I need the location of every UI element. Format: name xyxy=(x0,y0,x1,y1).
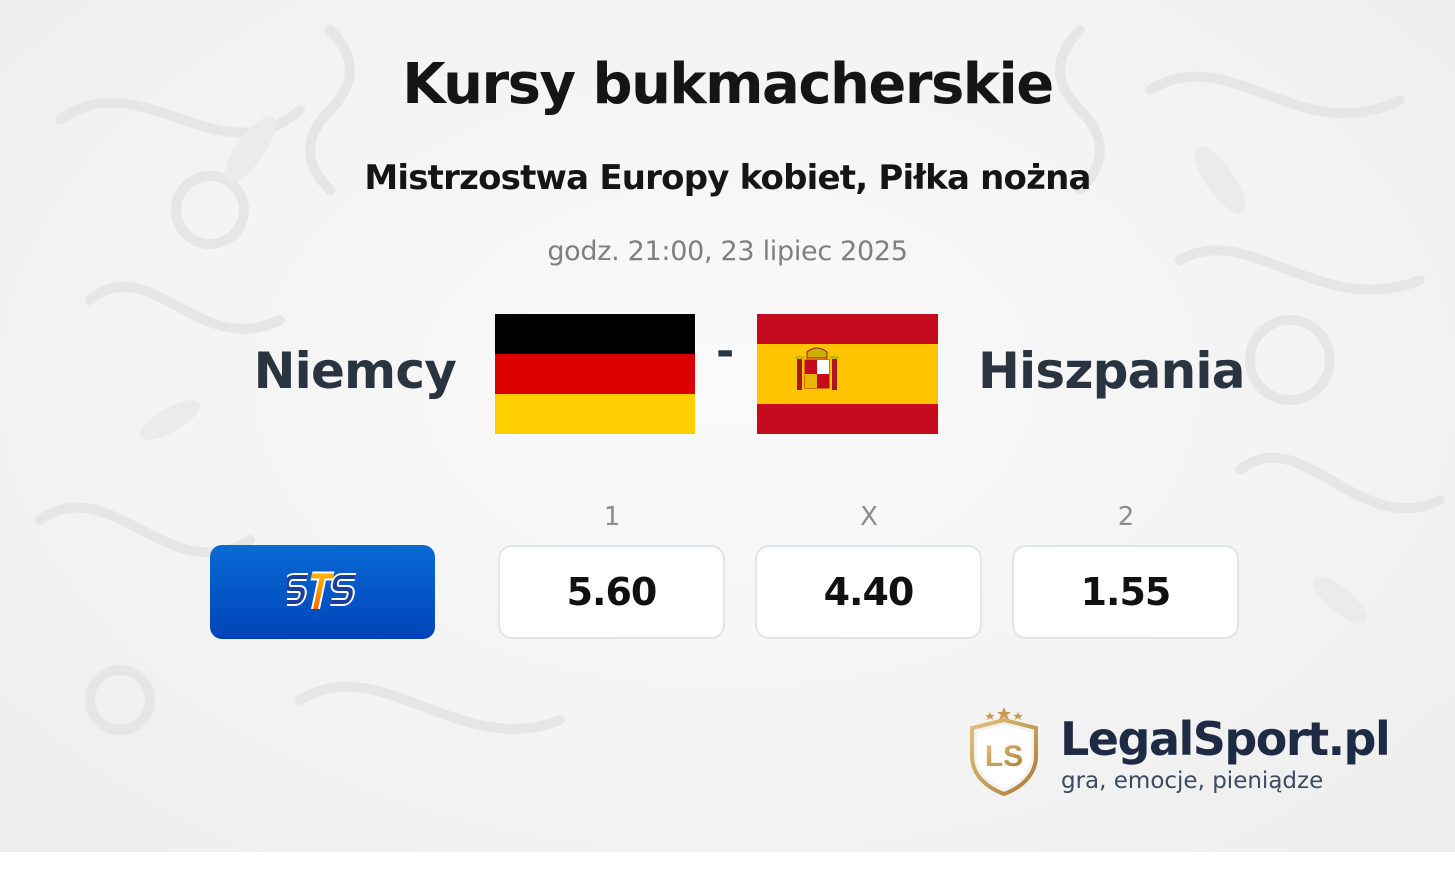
home-team-name: Niemcy xyxy=(253,342,457,400)
coat-of-arms-icon xyxy=(795,347,839,390)
germany-flag xyxy=(495,314,695,434)
svg-text:LS: LS xyxy=(985,740,1023,773)
match-datetime: godz. 21:00, 23 lipiec 2025 xyxy=(547,236,908,267)
bookmaker-sts-button[interactable] xyxy=(210,545,435,639)
brand-name: LegalSport.pl xyxy=(1060,712,1391,766)
odd-draw-button[interactable]: 4.40 xyxy=(755,545,982,639)
versus-separator: - xyxy=(716,326,735,377)
background-pattern xyxy=(35,25,1445,735)
page-title: Kursy bukmacherskie xyxy=(402,52,1054,117)
odd-home-button[interactable]: 5.60 xyxy=(498,545,725,639)
shield-icon: LS xyxy=(970,707,1038,796)
away-team-name: Hiszpania xyxy=(978,342,1245,400)
brand-logo[interactable]: LS LegalSport.pl gra, emocje, pieniądze xyxy=(968,706,1391,798)
odd-header-draw: X xyxy=(860,502,878,532)
brand-tagline: gra, emocje, pieniądze xyxy=(1061,768,1324,794)
odd-header-away: 2 xyxy=(1117,502,1135,532)
odds-card: Kursy bukmacherskie Mistrzostwa Europy k… xyxy=(0,0,1455,852)
sts-logo-icon xyxy=(286,571,356,609)
spain-flag xyxy=(757,314,938,434)
odd-header-home: 1 xyxy=(603,502,621,532)
odd-away-button[interactable]: 1.55 xyxy=(1012,545,1239,639)
competition-name: Mistrzostwa Europy kobiet, Piłka nożna xyxy=(364,158,1091,198)
